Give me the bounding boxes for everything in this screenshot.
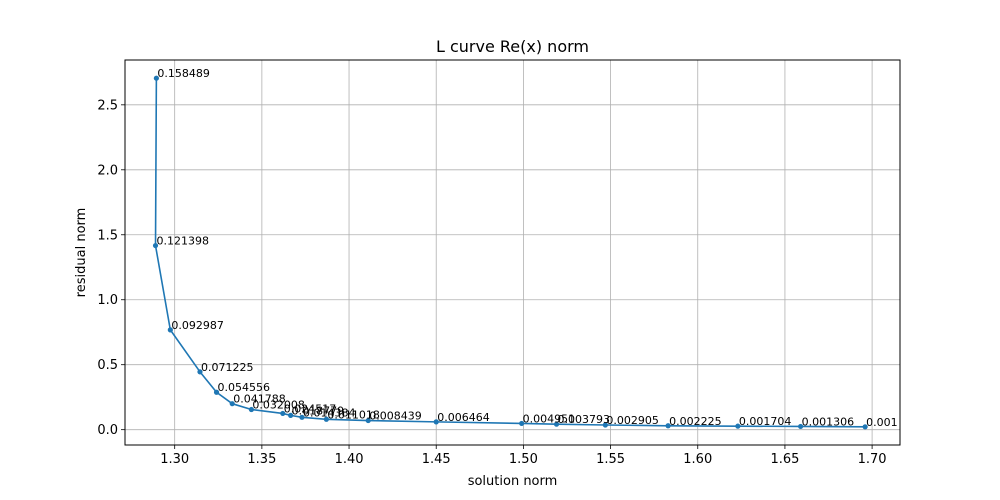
data-point — [553, 421, 560, 427]
data-labels-group: 0.158489 0.121398 0.092987 0.071225 0.054556… — [157, 67, 898, 429]
y-tick-label: 1.0 — [97, 293, 118, 308]
data-point — [153, 75, 159, 81]
data-point — [519, 420, 525, 427]
x-tick-label: 1.45 — [422, 452, 451, 467]
y-tick-label: 0.5 — [97, 358, 118, 373]
data-point — [229, 401, 235, 407]
x-axis-label: solution norm — [468, 474, 558, 489]
data-label: 0.001306 — [802, 415, 855, 428]
data-point — [365, 417, 371, 424]
data-point — [323, 416, 329, 422]
data-label: 0.018779 — [292, 404, 345, 417]
data-point — [288, 412, 294, 418]
data-point — [248, 406, 255, 413]
y-tick-label: 1.5 — [97, 228, 118, 243]
data-point — [735, 423, 741, 429]
data-label: 0.041788 — [233, 393, 286, 406]
data-label: 0.001 — [866, 416, 898, 429]
data-point — [213, 389, 220, 395]
data-point — [862, 424, 868, 430]
x-axis: 1.30 1.35 1.40 1.45 1.50 1.55 1.60 1.65 1.70 — [160, 445, 887, 467]
y-tick-label: 2.0 — [97, 163, 118, 178]
data-point — [152, 242, 159, 249]
data-label: 0.003793 — [558, 413, 611, 426]
data-label: 0.092987 — [171, 319, 224, 332]
data-point — [167, 327, 173, 333]
chart-title: L curve Re(x) norm — [436, 37, 589, 56]
y-axis-label: residual norm — [74, 208, 89, 298]
x-tick-label: 1.35 — [247, 452, 276, 467]
series-line — [154, 78, 866, 428]
data-label: 0.071225 — [201, 361, 254, 374]
y-tick-label: 2.5 — [97, 98, 118, 113]
y-axis: 0.0 0.5 1.0 1.5 2.0 2.5 — [97, 98, 125, 438]
data-label: 0.001704 — [739, 415, 792, 428]
data-label: 0.011018 — [327, 408, 380, 421]
x-tick-label: 1.55 — [596, 452, 625, 467]
x-tick-label: 1.60 — [683, 452, 712, 467]
x-tick-label: 1.30 — [160, 452, 189, 467]
data-label: 0.024517 — [284, 402, 337, 415]
data-point — [798, 423, 804, 430]
x-tick-label: 1.50 — [509, 452, 538, 467]
data-label: 0.002225 — [669, 415, 722, 428]
data-label: 0.008439 — [369, 410, 422, 423]
series-group — [152, 75, 868, 430]
x-tick-label: 1.40 — [335, 452, 364, 467]
data-point — [665, 423, 671, 429]
data-point — [197, 369, 203, 375]
data-label: 0.121398 — [157, 235, 210, 248]
data-point — [280, 410, 286, 417]
data-label: 0.032008 — [252, 399, 305, 412]
plot-frame — [124, 59, 901, 446]
data-point — [299, 414, 305, 420]
y-tick-label: 0.0 — [97, 423, 118, 438]
data-label: 0.004951 — [523, 412, 576, 425]
x-tick-label: 1.70 — [858, 452, 887, 467]
grid — [125, 60, 900, 445]
data-label: 0.014384 — [303, 406, 356, 419]
data-label: 0.002905 — [606, 414, 659, 427]
data-point — [602, 422, 608, 428]
data-label: 0.054556 — [218, 381, 271, 394]
data-label: 0.006464 — [437, 411, 490, 424]
x-tick-label: 1.65 — [770, 452, 799, 467]
data-label: 0.158489 — [157, 67, 210, 80]
data-point — [433, 419, 439, 425]
